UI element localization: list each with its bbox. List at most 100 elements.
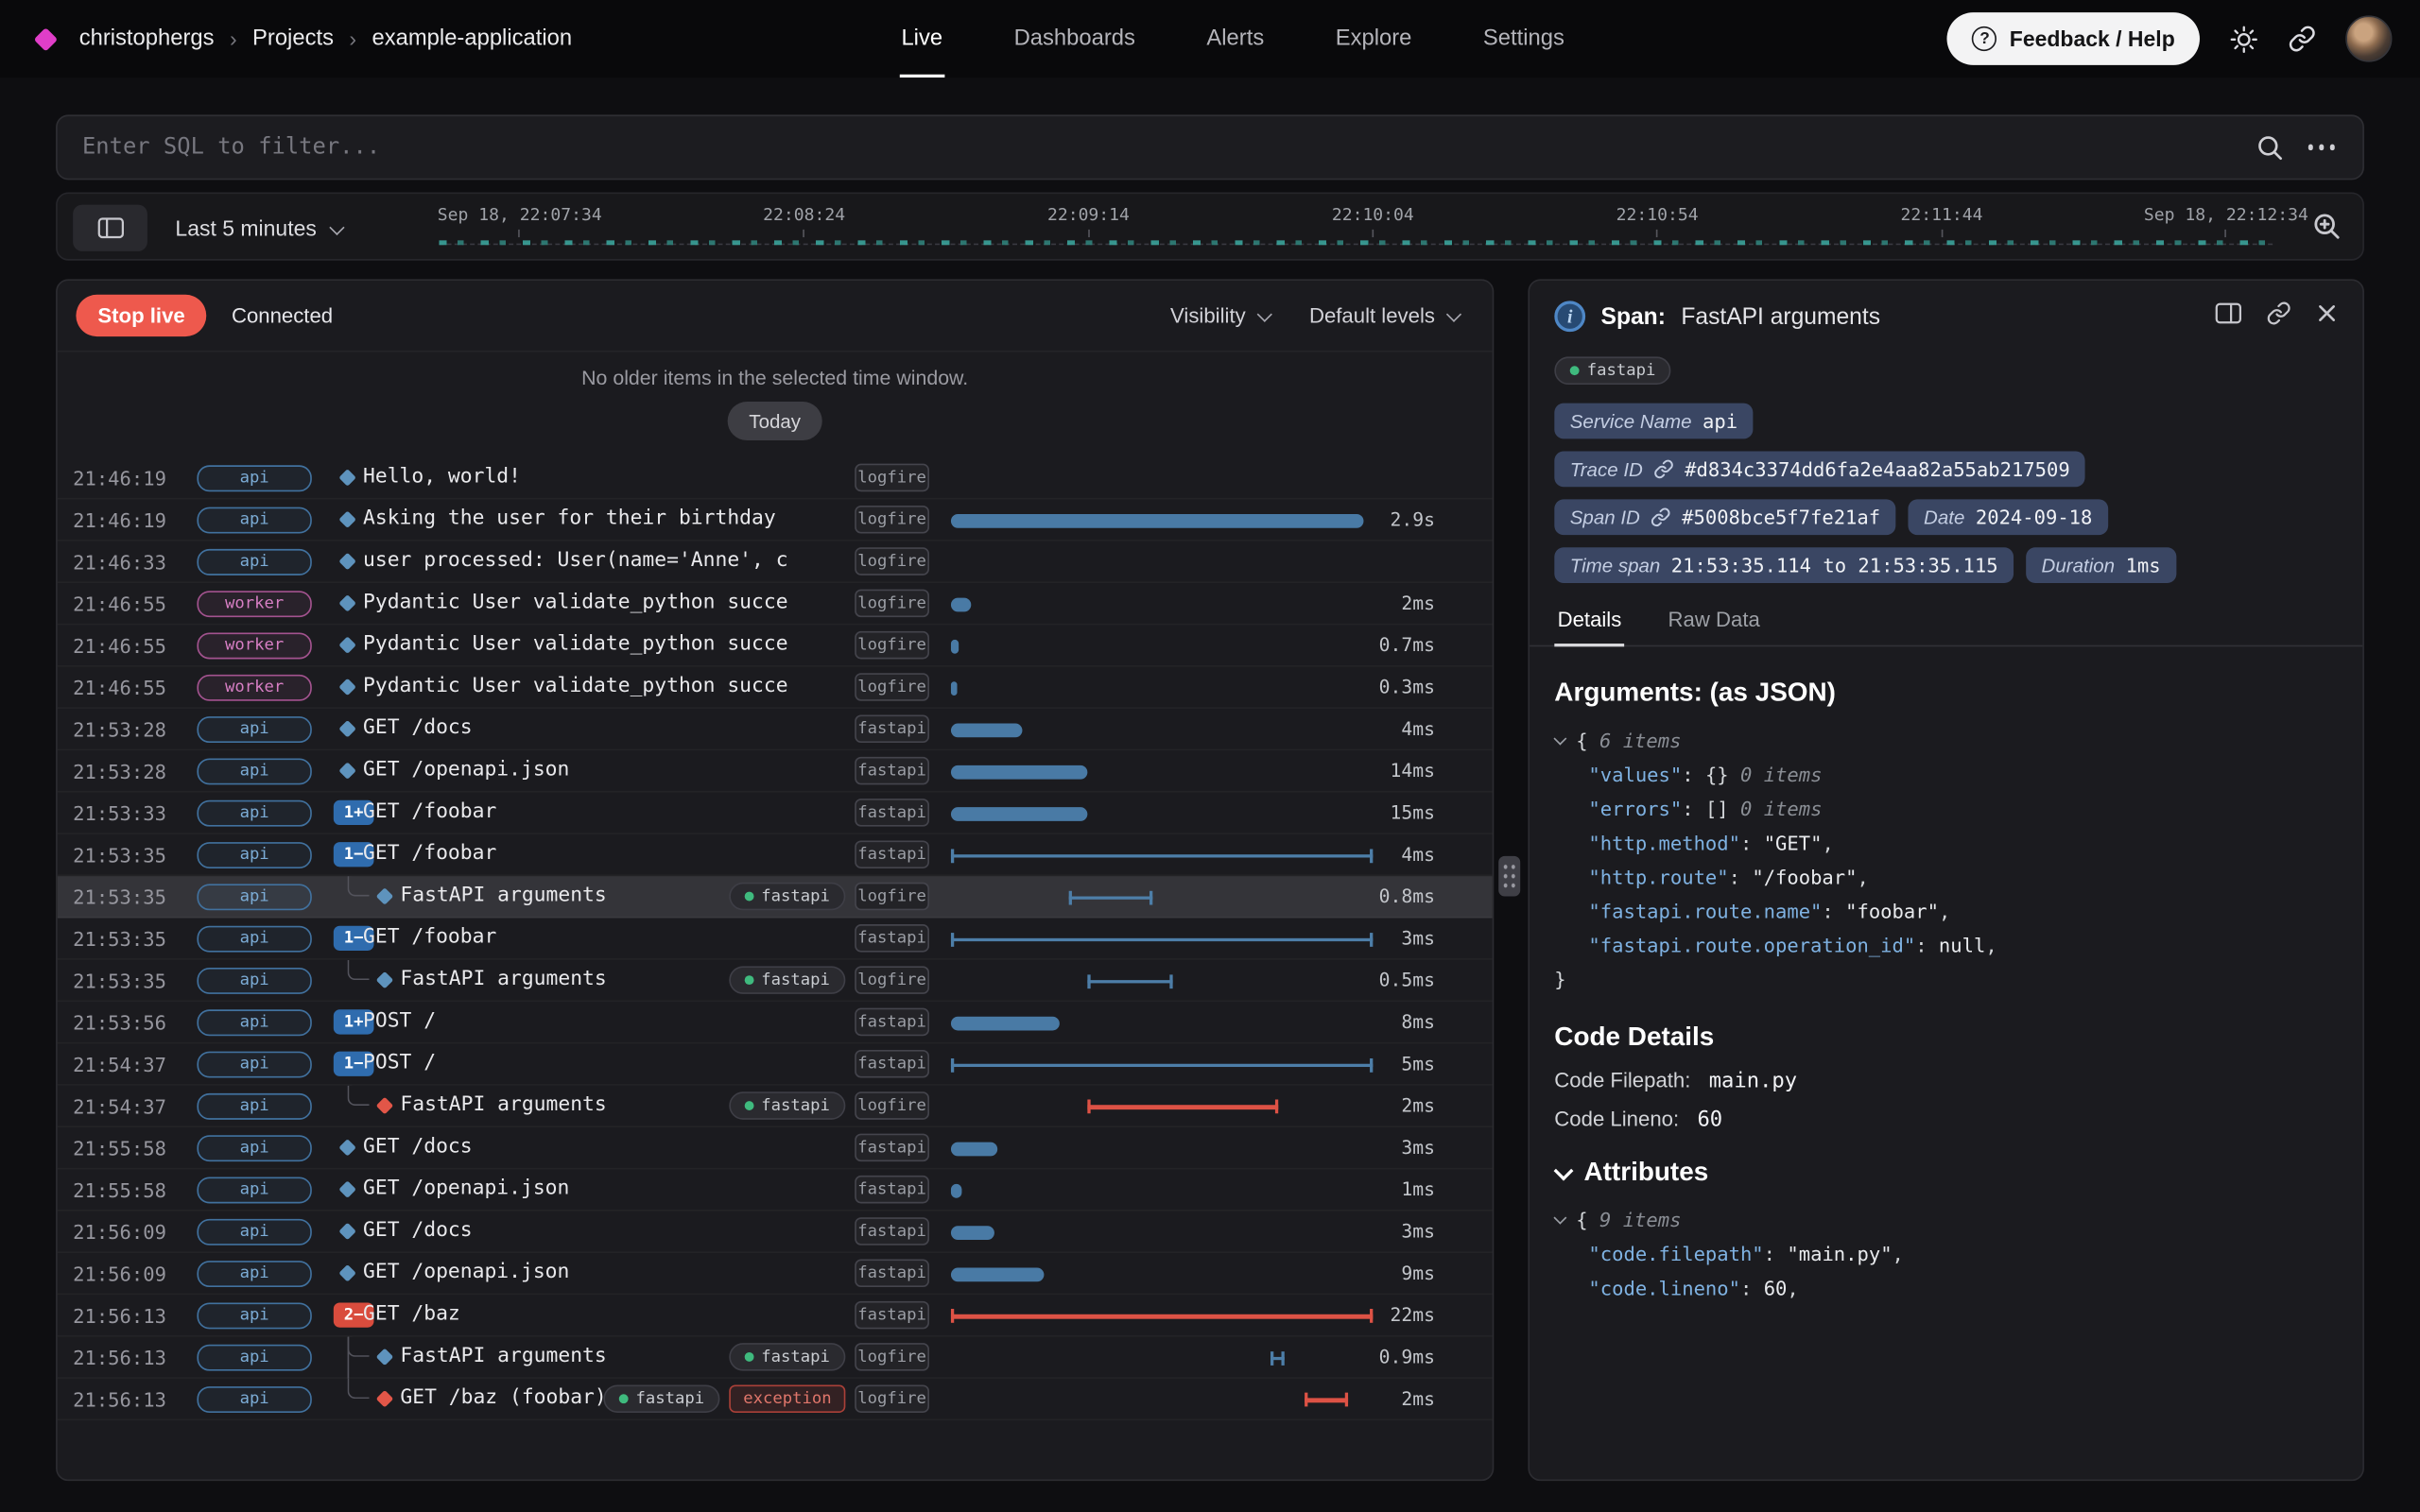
trace-row[interactable]: 21:53:35apiFastAPI argumentsfastapilogfi… [58,876,1493,918]
trace-row[interactable]: 21:46:19apiHello, world!logfire [58,457,1493,499]
duration-bar [951,853,1373,856]
scope-tag: fastapi [855,924,929,953]
breadcrumb-item[interactable]: christophergs [79,26,215,51]
sidebar-toggle-button[interactable] [73,205,147,251]
span-title-prefix: Span: [1601,303,1666,330]
tab-explore[interactable]: Explore [1300,0,1447,77]
duration-bar-track [951,499,1379,541]
panel-resize-handle[interactable] [1498,856,1520,897]
breadcrumb-item[interactable]: example-application [372,26,572,51]
trace-row[interactable]: 21:53:35apiFastAPI argumentsfastapilogfi… [58,960,1493,1002]
collapse-caret-icon[interactable] [1553,732,1566,746]
scope-tag: fastapi [855,1176,929,1204]
trace-row[interactable]: 21:56:13apiGET /baz (foobar)fastapiexcep… [58,1379,1493,1420]
service-tag-worker: worker [197,591,311,617]
duration-bar [951,1142,997,1156]
trace-row[interactable]: 21:54:37api1−POST /fastapi5ms [58,1043,1493,1085]
trace-row[interactable]: 21:55:58apiGET /docsfastapi3ms [58,1127,1493,1169]
detail-tab-details[interactable]: Details [1554,595,1624,645]
theme-toggle-icon[interactable] [2229,24,2258,53]
trace-row[interactable]: 21:54:37apiFastAPI argumentsfastapilogfi… [58,1086,1493,1127]
trace-row[interactable]: 21:53:33api1+GET /foobarfastapi15ms [58,793,1493,834]
more-options-icon[interactable] [2305,145,2338,150]
row-message: GET /foobar [363,842,496,866]
row-message: GET /docs [363,1135,473,1159]
timeline-tick-mark [1088,230,1090,237]
visibility-dropdown[interactable]: Visibility [1170,304,1269,328]
meta-label: Service Name [1570,410,1692,432]
json-token: : [1822,900,1845,923]
row-duration: 15ms [1355,801,1435,823]
trace-row[interactable]: 21:53:56api1+POST /fastapi8ms [58,1002,1493,1043]
trace-row[interactable]: 21:56:09apiGET /docsfastapi3ms [58,1211,1493,1253]
time-range-dropdown[interactable]: Last 5 minutes [175,194,341,262]
tab-live[interactable]: Live [866,0,978,77]
tree-connector [348,1086,370,1106]
timeline-tick-label: 22:10:04 [1332,205,1414,225]
trace-row[interactable]: 21:55:58apiGET /openapi.jsonfastapi1ms [58,1169,1493,1211]
json-token: "fastapi.route.operation_id" [1588,934,1915,957]
trace-row[interactable]: 21:46:55workerPydantic User validate_pyt… [58,625,1493,666]
copy-link-icon[interactable] [2267,301,2291,333]
chevron-down-icon[interactable] [1554,1160,1574,1180]
scope-tag: logfire [855,631,929,660]
trace-row[interactable]: 21:46:19apiAsking the user for their bir… [58,499,1493,541]
row-pills: fastapi [729,1343,846,1371]
meta-label: Duration [2042,555,2116,576]
zoom-in-icon[interactable] [2311,211,2341,248]
trace-row[interactable]: 21:56:13apiFastAPI argumentsfastapilogfi… [58,1337,1493,1379]
timeline-tick: Sep 18, 22:07:34 [438,205,602,237]
trace-row[interactable]: 21:56:09apiGET /openapi.jsonfastapi9ms [58,1253,1493,1295]
tab-dashboards[interactable]: Dashboards [978,0,1171,77]
share-link-icon[interactable] [2289,25,2317,53]
tab-alerts[interactable]: Alerts [1171,0,1300,77]
row-timestamp: 21:46:55 [73,676,166,699]
sql-filter-input[interactable] [82,135,2233,160]
duration-bar [951,597,971,611]
service-tag-api: api [197,465,311,491]
today-button[interactable]: Today [727,402,822,440]
trace-row[interactable]: 21:53:28apiGET /docsfastapi4ms [58,709,1493,750]
level-diamond-icon [338,720,356,738]
level-diamond-icon [338,1264,356,1282]
row-message: GET /docs [363,1219,473,1243]
trace-row[interactable]: 21:46:33apiuser processed: User(name='An… [58,541,1493,583]
close-icon[interactable] [2316,301,2338,331]
duration-bar-track [951,709,1379,750]
chevron-down-icon [329,219,344,234]
json-token: "foobar" [1845,900,1939,923]
duration-bar-track [951,1086,1379,1127]
trace-row[interactable]: 21:53:35api1−GET /foobarfastapi3ms [58,918,1493,959]
collapse-caret-icon[interactable] [1553,1211,1566,1225]
json-token: , [1822,832,1833,855]
timeline-tick-mark [1656,230,1658,237]
json-line: { 6 items [1554,724,2338,758]
tab-settings[interactable]: Settings [1447,0,1599,77]
trace-row[interactable]: 21:53:35api1−GET /foobarfastapi4ms [58,834,1493,876]
dock-panel-icon[interactable] [2215,301,2241,331]
row-message: FastAPI arguments [400,884,606,907]
json-token: 9 items [1588,1208,1682,1231]
trace-row[interactable]: 21:46:55workerPydantic User validate_pyt… [58,583,1493,625]
duration-bar-track [951,834,1379,876]
link-icon[interactable] [1653,459,1673,479]
trace-row[interactable]: 21:53:28apiGET /openapi.jsonfastapi14ms [58,750,1493,792]
breadcrumb-item[interactable]: Projects [252,26,334,51]
feedback-help-button[interactable]: Feedback / Help [1947,12,2200,65]
code-details-heading: Code Details [1554,1022,2338,1053]
detail-tab-raw-data[interactable]: Raw Data [1665,595,1763,645]
search-icon[interactable] [2255,133,2283,162]
row-duration: 1ms [1355,1178,1435,1200]
link-icon[interactable] [1651,507,1670,527]
meta-label: Date [1924,507,1964,528]
meta-value: 21:53:35.114 to 21:53:35.115 [1671,554,1998,577]
default-levels-dropdown[interactable]: Default levels [1309,304,1459,328]
user-avatar[interactable] [2345,15,2392,61]
row-duration: 0.8ms [1355,885,1435,907]
meta-label: Trace ID [1570,458,1643,480]
trace-row[interactable]: 21:46:55workerPydantic User validate_pyt… [58,667,1493,709]
trace-row[interactable]: 21:56:13api2−GET /bazfastapi22ms [58,1295,1493,1336]
attributes-json: { 9 items"code.filepath": "main.py","cod… [1554,1203,2338,1305]
duration-bar-track [951,1043,1379,1085]
stop-live-button[interactable]: Stop live [76,295,206,336]
